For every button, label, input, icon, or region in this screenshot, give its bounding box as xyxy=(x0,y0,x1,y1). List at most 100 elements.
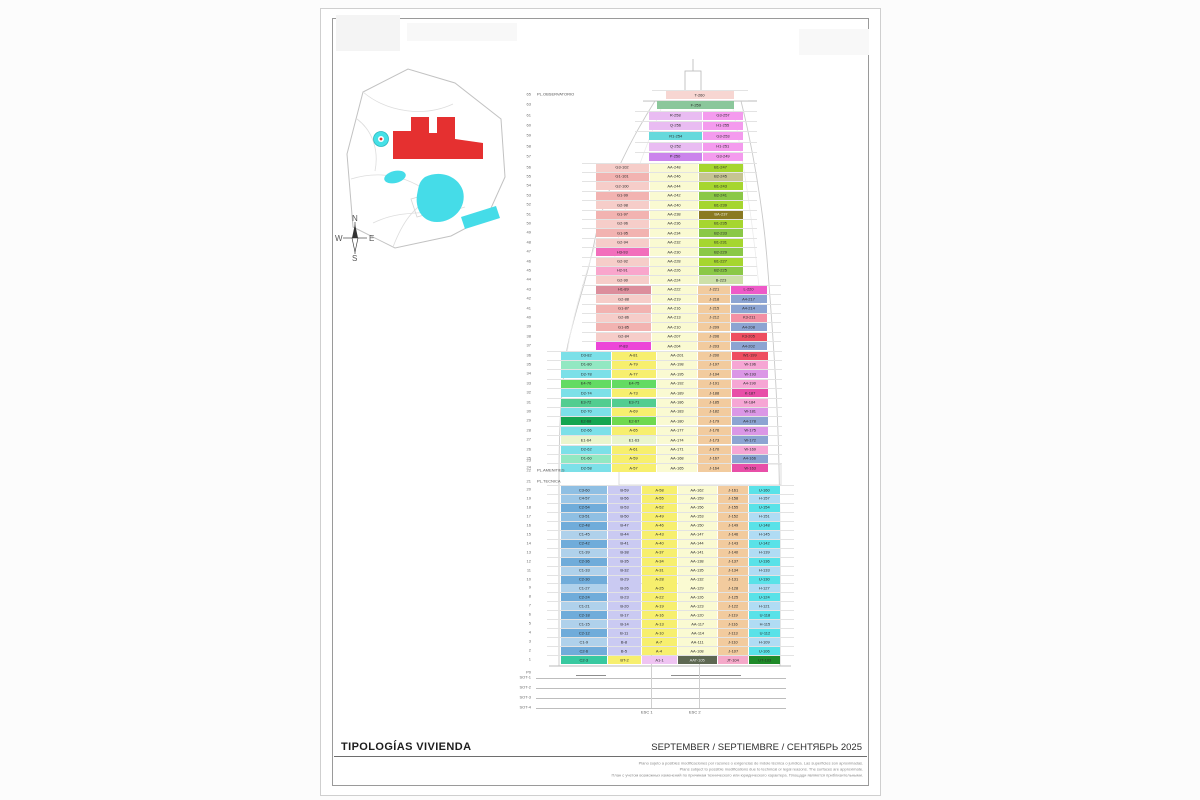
unit-cell: J-197 xyxy=(698,360,731,369)
unit-cell: AA-222 xyxy=(652,285,697,294)
floor-slab-line xyxy=(635,120,757,122)
unit-cell: G2-90 xyxy=(596,276,649,285)
floor-number: 3 xyxy=(528,639,531,644)
developer-logo-watermark xyxy=(336,15,400,51)
mast-base xyxy=(684,70,702,92)
unit-cell: H1-255 xyxy=(703,121,743,130)
unit-cell: Q-256 xyxy=(649,121,702,130)
unit-cell: B1-243 xyxy=(699,182,743,191)
unit-cell: J-173 xyxy=(698,436,731,445)
unit-cell: AA-186 xyxy=(657,398,697,407)
unit-cell: H1-251 xyxy=(703,142,743,151)
unit-cell: A4-166 xyxy=(732,454,768,463)
floor-slab-line xyxy=(582,294,781,296)
unit-cell: A-52 xyxy=(642,503,677,512)
basement-level-line xyxy=(536,698,786,699)
unit-cell: AA-216 xyxy=(652,304,697,313)
unit-cell: B1-239 xyxy=(699,201,743,210)
unit-cell: G3-253 xyxy=(703,132,743,141)
floor-slab-line xyxy=(547,463,782,465)
unit-cell: J-167 xyxy=(698,454,731,463)
unit-cell: J-200 xyxy=(698,351,731,360)
floor-slab-line xyxy=(582,181,757,183)
unit-cell: K3-205 xyxy=(731,332,767,341)
unit-cell: J-179 xyxy=(698,417,731,426)
unit-cell: B-223 xyxy=(699,276,743,285)
unit-cell: A4-190 xyxy=(732,379,768,388)
unit-cell: AA-248 xyxy=(650,163,698,172)
unit-cell: B2-245 xyxy=(699,172,743,181)
unit-cell: A-28 xyxy=(642,575,677,584)
floor-slab-line xyxy=(547,574,794,576)
unit-cell: AA-213 xyxy=(652,313,697,322)
unit-cell: J-176 xyxy=(698,426,731,435)
floor-number: 48 xyxy=(526,239,531,245)
unit-cell: E2-67 xyxy=(612,417,656,426)
compass-needle-north xyxy=(352,224,358,238)
unit-cell: AA-144 xyxy=(678,539,717,548)
unit-cell: B1-235 xyxy=(699,219,743,228)
unit-cell: A-43 xyxy=(642,530,677,539)
unit-cell: J-221 xyxy=(698,285,730,294)
floor-slab-line xyxy=(547,556,794,558)
floor-slab-line xyxy=(582,303,781,305)
disclaimer-line-ru: План с учетом возможных изменений по при… xyxy=(611,773,864,778)
unit-cell: AA-189 xyxy=(657,389,697,398)
unit-cell: H2-91 xyxy=(596,266,649,275)
floor-number: 41 xyxy=(526,305,531,311)
floor-number: 40 xyxy=(526,314,531,320)
unit-cell: R1-254 xyxy=(649,132,702,141)
building-footprint xyxy=(393,117,483,159)
floor-number: 39 xyxy=(526,324,531,329)
floor-number: 46 xyxy=(526,258,531,264)
unit-cell: AA-240 xyxy=(650,201,698,210)
unit-cell: A-10 xyxy=(642,629,677,638)
floor-number: 9 xyxy=(528,585,531,590)
compass-n-label: N xyxy=(352,214,358,223)
unit-cell: J-149 xyxy=(718,521,748,530)
unit-cell: A-49 xyxy=(642,512,677,521)
floor-slab-line xyxy=(582,171,757,173)
unit-cell: A4-178 xyxy=(732,417,768,426)
unit-cell: B2-241 xyxy=(699,191,743,200)
unit-cell: J-212 xyxy=(698,313,730,322)
unit-cell: AA-204 xyxy=(652,342,697,351)
unit-cell: J-125 xyxy=(718,593,748,602)
floor-number: 21 xyxy=(526,479,531,484)
unit-cell: J-158 xyxy=(718,494,748,503)
unit-cell: A-73 xyxy=(612,389,656,398)
floor-slab-line xyxy=(547,637,794,639)
unit-cell: G2-84 xyxy=(596,332,651,341)
floor-number: 35 xyxy=(526,361,531,367)
floor-slab-line xyxy=(547,655,794,657)
floor-slab-line xyxy=(547,453,782,455)
floor-slab-line xyxy=(547,369,782,371)
unit-cell: H-151 xyxy=(749,512,780,521)
floor-number: 57 xyxy=(526,153,531,159)
unit-cell: AA-171 xyxy=(657,445,697,454)
unit-cell: A4-208 xyxy=(731,323,767,332)
unit-cell: U-142 xyxy=(749,539,780,548)
basement-level-line xyxy=(536,688,786,689)
site-plan xyxy=(346,68,506,249)
floor-number: 12 xyxy=(526,558,531,564)
floor-slab-line xyxy=(547,583,794,585)
unit-cell: AA-162 xyxy=(678,486,717,494)
unit-cell: L-220 xyxy=(731,285,767,294)
floor-number: 55 xyxy=(526,173,531,179)
unit-cell: C4-57 xyxy=(561,494,607,503)
unit-cell: A-59 xyxy=(612,454,656,463)
floor-number: 15 xyxy=(526,531,531,537)
unit-cell: B1-247 xyxy=(699,163,743,172)
unit-cell: AA-195 xyxy=(657,370,697,379)
unit-cell: E4-76 xyxy=(561,379,611,388)
unit-cell: C2-24 xyxy=(561,593,607,602)
unit-cell: A-31 xyxy=(642,566,677,575)
floor-slab-line xyxy=(547,359,782,361)
unit-cell: A-81 xyxy=(612,351,656,360)
floor-number: SOT-2 xyxy=(519,685,531,690)
floor-slab-line xyxy=(547,416,782,418)
unit-cell: AA-207 xyxy=(652,332,697,341)
unit-cell: AA-246 xyxy=(650,172,698,181)
